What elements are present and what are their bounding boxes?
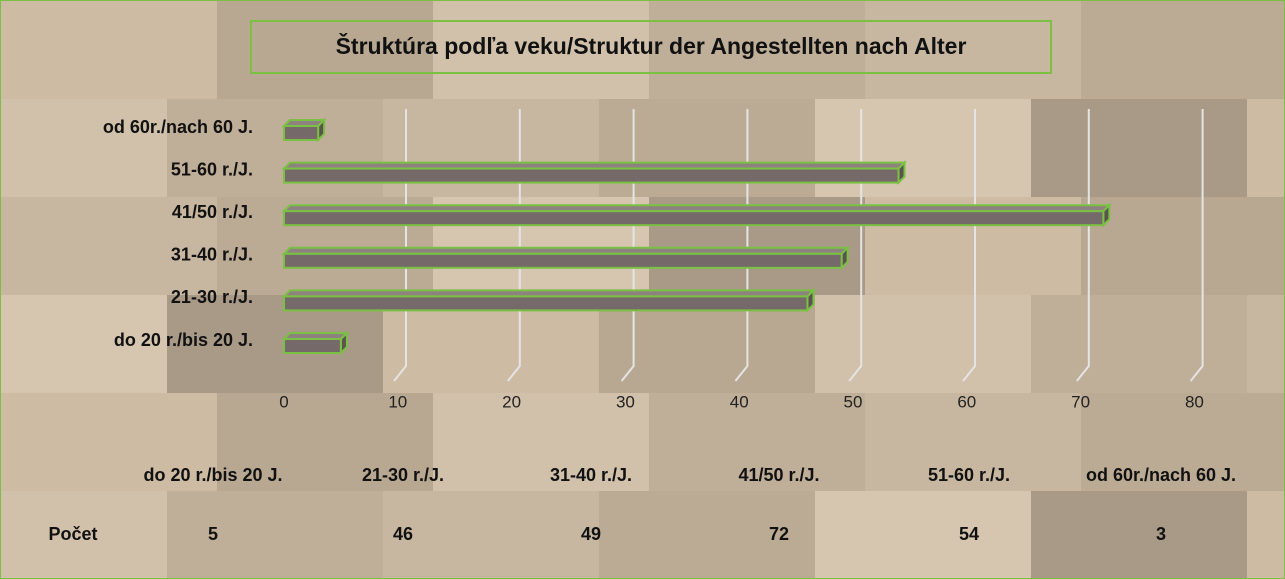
- wood-tile: [1247, 99, 1284, 197]
- x-tick-label: 80: [1185, 392, 1204, 411]
- wood-tile: [1031, 99, 1247, 197]
- table-value: 5: [207, 524, 218, 544]
- wood-tile: [865, 393, 1081, 491]
- wood-tile: [167, 491, 383, 578]
- wood-tile: [1, 1, 217, 99]
- chart-title: Štruktúra podľa veku/Struktur der Angest…: [336, 32, 967, 59]
- y-tick-label: od 60r./nach 60 J.: [103, 117, 253, 137]
- wood-tile: [1, 99, 167, 197]
- table-value: 72: [768, 524, 790, 544]
- bar-front: [283, 167, 900, 184]
- bar: [281, 245, 851, 271]
- table-header: 21-30 r./J.: [361, 465, 445, 485]
- table-value: 49: [580, 524, 602, 544]
- wood-tile: [1, 393, 217, 491]
- bar-front: [283, 295, 809, 312]
- wood-tile: [383, 491, 599, 578]
- x-tick-label: 0: [279, 392, 288, 411]
- y-tick-label: 21-30 r./J.: [171, 287, 253, 307]
- x-tick-label: 60: [957, 392, 976, 411]
- table-header: 51-60 r./J.: [927, 465, 1011, 485]
- table-header: do 20 r./bis 20 J.: [143, 465, 283, 485]
- x-tick-label: 10: [388, 392, 407, 411]
- wood-tile: [217, 1, 433, 99]
- wood-tile: [815, 295, 1031, 393]
- bar: [281, 117, 327, 143]
- x-tick-label: 50: [844, 392, 863, 411]
- bar-front: [283, 338, 342, 354]
- grid-line: [1189, 109, 1204, 382]
- grid-line: [1076, 109, 1090, 382]
- wood-tile: [1247, 295, 1284, 393]
- table-value: 54: [958, 524, 980, 544]
- wood-tile: [649, 393, 865, 491]
- wood-tile: [815, 491, 1031, 578]
- grid-line: [393, 109, 407, 382]
- y-tick-label: 41/50 r./J.: [172, 202, 253, 222]
- wood-tile: [1081, 197, 1284, 295]
- wood-tile: [1, 491, 167, 578]
- y-tick-label: 31-40 r./J.: [171, 245, 253, 265]
- wood-tile: [217, 393, 433, 491]
- wood-tile: [1247, 491, 1284, 578]
- grid-line: [848, 109, 863, 382]
- wood-tile: [433, 393, 649, 491]
- title-box: [250, 20, 1052, 74]
- grid-line: [962, 109, 976, 382]
- x-tick-label: 30: [616, 392, 635, 411]
- grid-line: [734, 109, 749, 382]
- wood-tile: [1031, 295, 1247, 393]
- table-header: 41/50 r./J.: [738, 465, 820, 485]
- bar: [281, 202, 1112, 228]
- grid-line: [507, 109, 521, 382]
- x-tick-label: 70: [1071, 392, 1090, 411]
- wood-tile: [865, 1, 1081, 99]
- wood-tile: [649, 1, 865, 99]
- bar: [281, 330, 350, 356]
- table-value: 46: [392, 524, 414, 544]
- wood-tile: [1, 197, 217, 295]
- x-tick-label: 40: [730, 392, 749, 411]
- bar-front: [283, 125, 320, 141]
- wood-tile: [433, 1, 649, 99]
- wood-tile: [1081, 393, 1284, 491]
- y-tick-label: 51-60 r./J.: [171, 159, 253, 179]
- bar-front: [283, 210, 1105, 227]
- bar-front: [283, 252, 843, 269]
- wood-tile: [1081, 1, 1284, 99]
- y-tick-label: do 20 r./bis 20 J.: [114, 330, 253, 350]
- table-header: 31-40 r./J.: [549, 465, 633, 485]
- wood-tile: [1031, 491, 1247, 578]
- bar: [281, 160, 907, 186]
- grid-line: [620, 109, 635, 382]
- table-header: od 60r./nach 60 J.: [1085, 465, 1237, 485]
- wood-tile: [1, 295, 167, 393]
- table-value: 3: [1155, 524, 1166, 544]
- table-row-label: Počet: [48, 524, 98, 544]
- wood-tile: [599, 491, 815, 578]
- bar: [281, 287, 816, 313]
- x-tick-label: 20: [502, 392, 521, 411]
